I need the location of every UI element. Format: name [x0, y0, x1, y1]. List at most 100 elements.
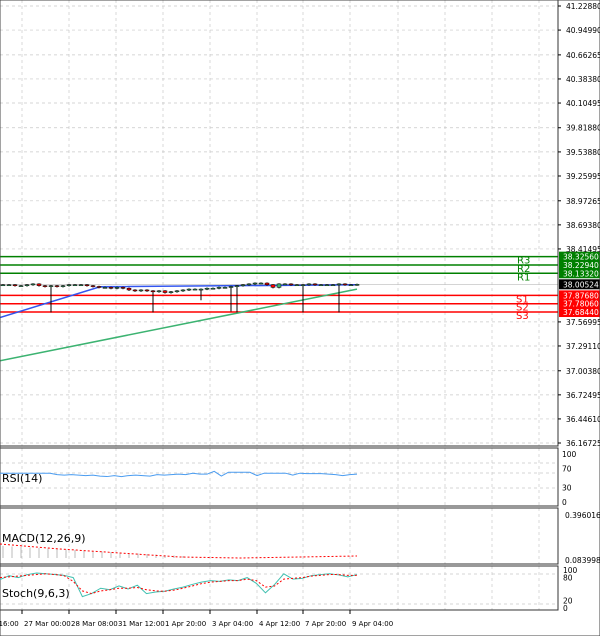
- price-tick-label: 40.94990: [566, 26, 600, 35]
- candle-body: [144, 289, 150, 292]
- price-tick-label: 37.56995: [566, 318, 600, 327]
- candle-body: [96, 286, 102, 288]
- level-price-label: 37.78060: [563, 300, 599, 309]
- stoch-level-label: 100: [563, 566, 578, 575]
- candle-body: [6, 284, 12, 287]
- current-price-box: [559, 279, 600, 290]
- candle-body: [234, 285, 240, 287]
- level-name-r1: R1: [517, 272, 530, 283]
- level-price-label: 38.13320: [563, 269, 599, 278]
- time-tick-label: 28 Mar 08:00: [71, 620, 118, 628]
- candle-body: [180, 289, 186, 292]
- candle-body: [150, 290, 156, 293]
- candle-body: [252, 282, 258, 285]
- moving-average-green: [0, 288, 358, 362]
- candle-body: [186, 288, 192, 291]
- price-tick-label: 41.22880: [566, 2, 600, 11]
- candle-body: [42, 285, 48, 287]
- level-price-label: 37.68440: [563, 308, 599, 317]
- current-price-label: 38.00524: [563, 280, 599, 289]
- rsi-level-label: 100: [562, 450, 577, 459]
- price-tick-label: 39.81880: [566, 124, 600, 133]
- candle-body: [54, 285, 60, 287]
- candle-body: [168, 291, 174, 293]
- rsi-label: RSI(14): [2, 472, 42, 485]
- panel-frame: [0, 507, 559, 565]
- level-price-box: [559, 251, 600, 262]
- candle-body: [354, 284, 360, 286]
- panel-frame: [0, 447, 559, 507]
- price-tick-label: 37.29110: [566, 342, 600, 351]
- candle-body: [276, 283, 282, 288]
- time-tick-label: 1 Apr 20:00: [165, 620, 206, 628]
- candle-body: [192, 288, 198, 291]
- stoch-level-label: 0: [563, 604, 568, 613]
- level-price-label: 37.87680: [563, 291, 599, 300]
- candle-body: [294, 284, 300, 287]
- level-price-box: [559, 259, 600, 270]
- rsi-level-label: 30: [562, 484, 572, 493]
- candle-body: [318, 284, 324, 287]
- price-tick-label: 39.25995: [566, 172, 600, 181]
- price-tick-label: 37.00380: [566, 367, 600, 376]
- price-tick-label: 36.16725: [566, 439, 600, 448]
- candle-body: [126, 287, 132, 291]
- candle-body: [204, 287, 210, 290]
- panel-frame: [0, 565, 559, 611]
- candle-body: [24, 284, 30, 287]
- macd-panel: MACD(12,26,9) 0.396016 0.083998: [0, 511, 600, 565]
- candle-body: [138, 289, 144, 292]
- candle-body: [102, 287, 108, 289]
- candle-body: [78, 284, 84, 287]
- price-tick-label: 36.72495: [566, 391, 600, 400]
- macd-top-label: 0.396016: [565, 511, 600, 520]
- candle-body: [210, 287, 216, 290]
- level-name-s3: S3: [516, 311, 529, 322]
- price-tick-label: 36.44610: [566, 415, 600, 424]
- stoch-main-line: [0, 572, 358, 598]
- rsi-line: [0, 470, 358, 478]
- candle-body: [18, 285, 24, 287]
- stoch-signal-line: [0, 573, 357, 595]
- candle-body: [342, 283, 348, 286]
- candle-body: [282, 283, 288, 286]
- candle-body: [222, 287, 228, 289]
- candle-body: [132, 289, 138, 292]
- candle-body: [348, 284, 354, 287]
- time-tick-label: 7 Apr 20:00: [305, 620, 346, 628]
- candle-body: [162, 290, 168, 293]
- price-tick-label: 40.66265: [566, 51, 600, 60]
- candle-body: [174, 290, 180, 293]
- support-resistance-levels: R3 38.32560 R2 38.22940 R1 38.13320 S1 37.87680…: [0, 251, 600, 322]
- candle-body: [216, 287, 222, 289]
- candle-body: [270, 284, 276, 288]
- price-tick-label: 38.97265: [566, 197, 600, 206]
- candle-body: [198, 288, 204, 291]
- price-tick-label: 38.41495: [566, 245, 600, 254]
- candle-body: [48, 285, 54, 287]
- panel-frame: [0, 0, 559, 447]
- level-price-box: [559, 307, 600, 318]
- candle-body: [36, 283, 42, 286]
- rsi-level-label: 70: [562, 464, 572, 473]
- level-name-r3: R3: [517, 256, 530, 267]
- level-name-s1: S1: [516, 294, 529, 305]
- macd-signal-line: [0, 543, 358, 559]
- macd-label: MACD(12,26,9): [2, 532, 86, 545]
- grid: [0, 0, 558, 610]
- candle-body: [324, 284, 330, 287]
- candle-body: [72, 284, 78, 287]
- stoch-level-label: 20: [563, 596, 573, 605]
- candle-body: [312, 283, 318, 286]
- time-tick-label: 26 Mar 16:00: [0, 620, 19, 628]
- stoch-level-label: 80: [563, 574, 573, 583]
- candle-body: [336, 283, 342, 286]
- level-price-box: [559, 268, 600, 279]
- time-tick-label: 4 Apr 12:00: [259, 620, 300, 628]
- candle-body: [156, 290, 162, 293]
- level-price-box: [559, 298, 600, 309]
